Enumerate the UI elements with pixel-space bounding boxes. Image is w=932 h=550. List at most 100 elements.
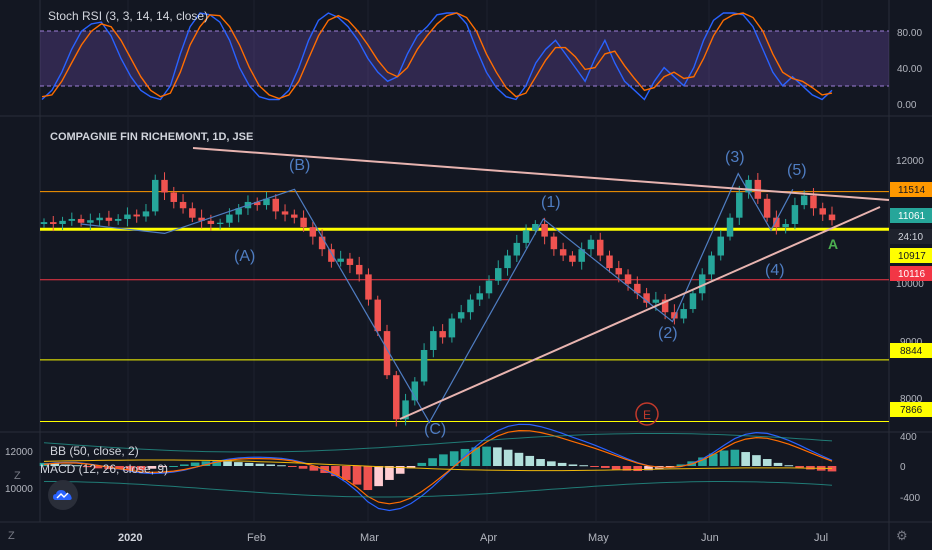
brand-logo[interactable] xyxy=(48,480,78,510)
candle-body xyxy=(513,242,521,256)
candle-body xyxy=(550,236,558,250)
macd-bar xyxy=(363,466,373,491)
candle-body xyxy=(634,283,641,294)
macd-bar xyxy=(61,464,70,466)
marker-a: A xyxy=(828,236,838,252)
macd-bar xyxy=(136,466,146,471)
candle-body xyxy=(652,299,660,303)
candle-body xyxy=(615,268,623,275)
macd-bar xyxy=(439,454,448,466)
candle-body xyxy=(541,224,548,237)
candle-body xyxy=(495,268,502,281)
wave-label-2: (2) xyxy=(658,325,678,342)
stoch-series-d xyxy=(41,12,833,100)
macd-bar xyxy=(428,458,437,466)
candle-body xyxy=(133,214,140,217)
macd-title: MACD (12, 26, close, 9) xyxy=(40,462,168,476)
stoch-tick-80: 80.00 xyxy=(897,28,922,39)
candle-body xyxy=(800,195,808,206)
macd-bar xyxy=(579,465,589,467)
macd-bar xyxy=(115,466,124,470)
macd-bar xyxy=(773,462,783,466)
wave-label-a: (A) xyxy=(234,248,255,265)
macd-lines xyxy=(43,423,833,512)
svg-text:7866: 7866 xyxy=(900,405,923,416)
candle-body xyxy=(726,217,734,237)
svg-text:11514: 11514 xyxy=(898,185,926,196)
macd-bar xyxy=(719,450,729,466)
x-label-jun: Jun xyxy=(701,532,719,544)
macd-bar xyxy=(212,460,222,466)
macd-bar xyxy=(482,446,491,466)
macd-bar xyxy=(309,466,319,471)
candle-body xyxy=(40,222,48,224)
candle-body xyxy=(365,274,372,300)
macd-bar xyxy=(762,459,772,466)
candle-body xyxy=(467,299,474,313)
wave-label-1: (1) xyxy=(541,194,561,211)
macd-bar xyxy=(611,466,621,470)
svg-text:11061: 11061 xyxy=(898,211,926,222)
macd-bar xyxy=(287,466,297,467)
macd-left-tick-10000: 10000 xyxy=(5,484,33,495)
candle-body xyxy=(569,255,576,262)
candle-body xyxy=(476,293,483,300)
macd-bar xyxy=(676,464,686,466)
macd-bar xyxy=(708,453,718,466)
candle-body xyxy=(59,220,66,224)
macd-bar xyxy=(471,447,481,466)
price-panel: COMPAGNIE FIN RICHEMONT, 1D, JSE (A) (B)… xyxy=(40,131,932,438)
settings-gear-icon[interactable]: ⚙ xyxy=(896,528,908,543)
candle-body xyxy=(114,218,122,221)
candle-body xyxy=(717,236,724,256)
candle-body xyxy=(439,331,446,338)
candle-body xyxy=(810,195,817,209)
candle-body xyxy=(318,236,326,250)
candle-body xyxy=(383,331,391,376)
price-label-11514: 11514 xyxy=(890,182,932,197)
candle-body xyxy=(782,224,789,228)
candle-body xyxy=(355,264,363,275)
macd-bar xyxy=(644,466,653,471)
x-label-2020: 2020 xyxy=(118,532,142,544)
macd-bar xyxy=(827,466,837,472)
price-label-7866: 7866 xyxy=(890,402,932,417)
macd-right-tick-400: 400 xyxy=(900,432,917,443)
marker-e-circle xyxy=(635,402,659,426)
candle-body xyxy=(142,211,150,217)
zoom-toggle[interactable]: Z xyxy=(14,470,21,482)
bb-title: BB (50, close, 2) xyxy=(50,444,139,458)
candle-body xyxy=(272,198,280,212)
stoch-tick-40: 40.00 xyxy=(897,64,922,75)
wave-label-5: (5) xyxy=(787,162,807,179)
macd-bar xyxy=(341,466,351,480)
macd-bar xyxy=(536,459,545,466)
price-tick-12000: 12000 xyxy=(896,156,924,167)
zoom-toggle-bottom[interactable]: Z xyxy=(8,530,15,542)
macd-bar xyxy=(72,465,81,467)
bb-lower-line xyxy=(44,481,833,498)
macd-bar xyxy=(568,464,578,466)
candle-body xyxy=(105,217,113,221)
candle-body xyxy=(661,299,669,313)
candle-body xyxy=(226,214,233,223)
macd-bar xyxy=(385,466,394,480)
x-label-apr: Apr xyxy=(480,532,497,544)
stoch-band xyxy=(40,31,889,86)
candle-body xyxy=(708,255,715,275)
macd-bar xyxy=(525,455,535,466)
wave-line xyxy=(80,172,794,424)
upper-trendline xyxy=(192,147,890,201)
lower-trendline xyxy=(399,206,881,420)
wave-label-3: (3) xyxy=(725,149,745,166)
candle-body xyxy=(643,293,650,303)
macd-bar xyxy=(395,466,405,474)
stoch-lines xyxy=(41,12,833,101)
candle-body xyxy=(457,312,465,319)
candle-body xyxy=(207,220,215,224)
macd-bar xyxy=(233,462,243,466)
macd-bar xyxy=(352,466,362,485)
macd-bar xyxy=(784,465,794,467)
